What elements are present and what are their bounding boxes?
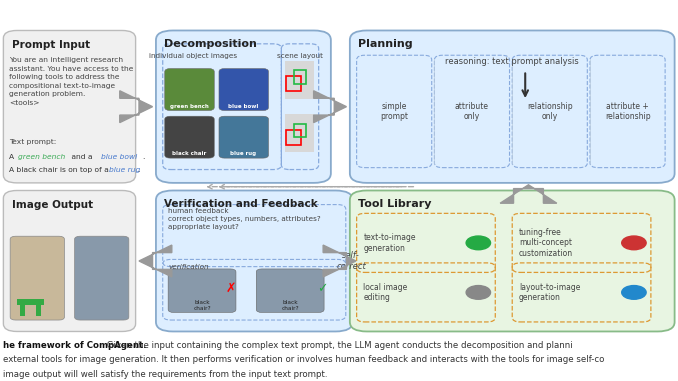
Text: external tools for image generation. It then performs verification or involves h: external tools for image generation. It …: [3, 355, 605, 365]
Text: layout-to-image
generation: layout-to-image generation: [519, 283, 580, 302]
Text: scene layout: scene layout: [277, 53, 323, 59]
Polygon shape: [500, 185, 557, 203]
Bar: [285, 61, 314, 99]
Text: You are an intelligent research
assistant. You have access to the
following tool: You are an intelligent research assistan…: [9, 57, 133, 106]
Text: ✗: ✗: [225, 282, 236, 295]
Polygon shape: [139, 245, 172, 277]
Polygon shape: [314, 91, 346, 123]
Polygon shape: [120, 91, 153, 123]
FancyBboxPatch shape: [75, 236, 129, 320]
Text: self-
correct: self- correct: [336, 251, 366, 271]
Text: relationship
only: relationship only: [527, 102, 573, 121]
Text: Tool Library: Tool Library: [358, 199, 431, 209]
Text: simple
prompt: simple prompt: [380, 102, 408, 121]
Text: blue rug: blue rug: [231, 151, 256, 156]
Text: attribute +
relationship: attribute + relationship: [605, 102, 650, 121]
FancyBboxPatch shape: [156, 30, 331, 183]
FancyBboxPatch shape: [165, 116, 214, 158]
Text: local image
editing: local image editing: [363, 283, 407, 302]
Text: A black chair is on top of a: A black chair is on top of a: [9, 167, 111, 173]
FancyBboxPatch shape: [219, 69, 268, 110]
Circle shape: [466, 236, 491, 250]
Text: Prompt Input: Prompt Input: [12, 40, 89, 50]
Text: verification: verification: [168, 264, 209, 270]
Bar: [17, 299, 44, 305]
Text: and a: and a: [68, 154, 95, 160]
FancyBboxPatch shape: [10, 236, 64, 320]
FancyBboxPatch shape: [350, 190, 675, 331]
FancyBboxPatch shape: [219, 116, 268, 158]
Bar: [285, 114, 314, 152]
Bar: [286, 76, 301, 91]
Text: black
chair?: black chair?: [281, 300, 299, 311]
Text: blue rug: blue rug: [109, 167, 140, 173]
Text: blue bowl: blue bowl: [101, 154, 137, 160]
Text: he framework of CompAgent.: he framework of CompAgent.: [3, 341, 147, 350]
Text: Image Output: Image Output: [12, 200, 93, 210]
Circle shape: [622, 286, 646, 299]
Bar: [294, 124, 306, 137]
Text: human feedback
correct object types, numbers, attributes?
appropriate layout?: human feedback correct object types, num…: [168, 208, 321, 231]
Text: Planning: Planning: [358, 39, 413, 49]
Text: Given the input containing the complex text prompt, the LLM agent conducts the d: Given the input containing the complex t…: [104, 341, 572, 350]
Text: Decomposition: Decomposition: [164, 39, 257, 49]
Text: Verification and Feedback: Verification and Feedback: [164, 199, 318, 209]
Text: reasoning: text prompt analysis: reasoning: text prompt analysis: [445, 57, 579, 66]
Bar: [36, 305, 41, 316]
Text: green bench: green bench: [170, 104, 209, 109]
Text: A: A: [9, 154, 16, 160]
FancyBboxPatch shape: [3, 190, 136, 331]
Text: Text prompt:: Text prompt:: [9, 139, 56, 145]
Circle shape: [622, 236, 646, 250]
FancyBboxPatch shape: [3, 30, 136, 183]
Text: black
chair?: black chair?: [193, 300, 211, 311]
FancyBboxPatch shape: [156, 190, 353, 331]
Text: .: .: [137, 167, 139, 173]
FancyBboxPatch shape: [256, 269, 324, 312]
FancyBboxPatch shape: [350, 30, 675, 183]
Text: tuning-free
multi-concept
customization: tuning-free multi-concept customization: [519, 228, 573, 258]
Text: black chair: black chair: [172, 151, 206, 156]
Circle shape: [466, 286, 491, 299]
Polygon shape: [323, 245, 356, 277]
Bar: [294, 70, 306, 84]
Text: image output will well satisfy the requirements from the input text prompt.: image output will well satisfy the requi…: [3, 370, 328, 379]
Bar: [20, 305, 25, 316]
Text: ✓: ✓: [317, 282, 327, 295]
Text: text-to-image
generation: text-to-image generation: [363, 233, 416, 253]
FancyBboxPatch shape: [168, 269, 236, 312]
Text: attribute
only: attribute only: [455, 102, 489, 121]
Bar: [286, 130, 301, 145]
Text: green bench: green bench: [18, 154, 65, 160]
Text: individual object images: individual object images: [149, 53, 237, 59]
FancyBboxPatch shape: [165, 69, 214, 110]
Text: .: .: [142, 154, 145, 160]
Text: blue bowl: blue bowl: [228, 104, 258, 109]
